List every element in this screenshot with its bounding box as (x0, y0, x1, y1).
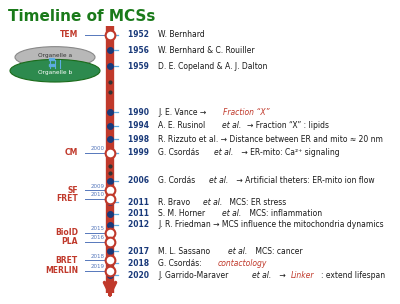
Text: M. L. Sassano: M. L. Sassano (158, 247, 212, 256)
Text: PLA: PLA (62, 237, 78, 246)
Text: 1994: 1994 (128, 121, 154, 130)
Text: et al.: et al. (252, 271, 271, 280)
Text: 2017: 2017 (128, 247, 154, 256)
Text: MCS: inflammation: MCS: inflammation (247, 209, 322, 218)
Text: Linker: Linker (291, 271, 314, 280)
Text: G. Cordás: G. Cordás (158, 176, 198, 185)
Text: R. Bravo: R. Bravo (158, 198, 192, 207)
Text: et al.: et al. (202, 198, 222, 207)
Text: 1956: 1956 (128, 46, 154, 55)
Text: J. Garrido-Maraver: J. Garrido-Maraver (158, 271, 231, 280)
Text: 2009: 2009 (90, 184, 104, 189)
Text: 2012: 2012 (128, 220, 154, 230)
Text: SF: SF (67, 186, 78, 195)
Text: et al.: et al. (228, 247, 248, 256)
Text: S. M. Horner: S. M. Horner (158, 209, 208, 218)
Text: → Artificial theters: ER-mito ion flow: → Artificial theters: ER-mito ion flow (234, 176, 374, 185)
Text: G. Csordás:: G. Csordás: (158, 259, 204, 268)
Text: FRET: FRET (56, 194, 78, 203)
Text: Fraction “X”: Fraction “X” (223, 108, 270, 117)
Ellipse shape (10, 60, 100, 82)
Text: 2018: 2018 (128, 259, 154, 268)
Text: 2000: 2000 (90, 146, 104, 151)
Text: TEM: TEM (60, 30, 78, 39)
Text: et al.: et al. (214, 148, 234, 157)
Text: 2006: 2006 (128, 176, 154, 185)
Text: → ER-mito: Ca²⁺ signaling: → ER-mito: Ca²⁺ signaling (239, 148, 340, 157)
Text: 2020: 2020 (128, 271, 154, 280)
Text: : extend lifespan: : extend lifespan (321, 271, 386, 280)
Text: et al.: et al. (222, 121, 241, 130)
Text: J. E. Vance →: J. E. Vance → (158, 108, 209, 117)
Text: Organelle a: Organelle a (38, 53, 72, 58)
Text: D. E. Copeland & A. J. Dalton: D. E. Copeland & A. J. Dalton (158, 62, 267, 71)
Text: 2011: 2011 (128, 209, 154, 218)
Text: CM: CM (65, 148, 78, 157)
Text: 1998: 1998 (128, 135, 154, 144)
Text: W. Bernhard: W. Bernhard (158, 30, 205, 39)
Text: W. Bernhard & C. Rouiller: W. Bernhard & C. Rouiller (158, 46, 255, 55)
Text: Timeline of MCSs: Timeline of MCSs (8, 9, 155, 24)
Text: 2019: 2019 (90, 264, 104, 269)
Text: 2011: 2011 (128, 198, 154, 207)
Text: 2016: 2016 (90, 235, 104, 240)
Text: Organelle b: Organelle b (38, 70, 72, 75)
Text: 2018: 2018 (90, 254, 104, 259)
Text: MCS: cancer: MCS: cancer (253, 247, 303, 256)
Text: G. Csordás: G. Csordás (158, 148, 202, 157)
Text: 1999: 1999 (128, 148, 154, 157)
Text: R. Rizzuto et al. → Distance between ER and mito ≈ 20 nm: R. Rizzuto et al. → Distance between ER … (158, 135, 383, 144)
Text: 2015: 2015 (90, 226, 104, 231)
Text: contactology: contactology (218, 259, 267, 268)
Text: et al.: et al. (209, 176, 228, 185)
Text: 1959: 1959 (128, 62, 154, 71)
Text: MCS: ER stress: MCS: ER stress (227, 198, 287, 207)
Ellipse shape (15, 47, 95, 68)
Text: MERLIN: MERLIN (45, 266, 78, 275)
Text: → Fraction “X” : lipids: → Fraction “X” : lipids (247, 121, 329, 130)
Text: 1990: 1990 (128, 108, 154, 117)
Text: BioID: BioID (55, 228, 78, 237)
Text: J. R. Friedman → MCS influence the mitochondria dynamics: J. R. Friedman → MCS influence the mitoc… (158, 220, 384, 230)
Text: et al.: et al. (222, 209, 241, 218)
Text: 2010: 2010 (90, 192, 104, 197)
Text: →: → (277, 271, 288, 280)
Text: A. E. Rusinol: A. E. Rusinol (158, 121, 208, 130)
Text: 1952: 1952 (128, 30, 154, 39)
Text: BRET: BRET (56, 256, 78, 265)
